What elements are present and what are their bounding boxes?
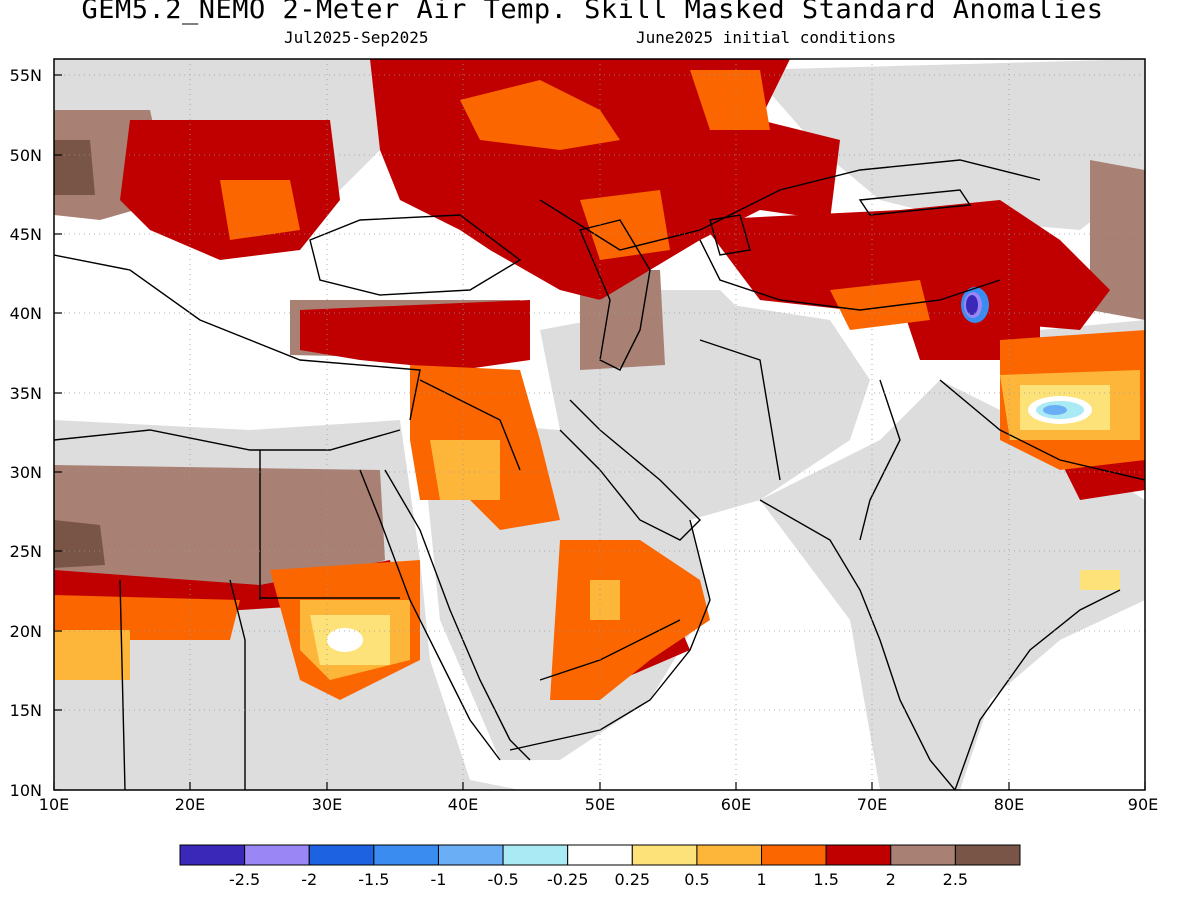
lon-tick-marks — [53, 782, 1146, 790]
lon-label: 90E — [1128, 795, 1158, 814]
border-kazakhstan-south — [699, 239, 1001, 311]
anomaly-1to1.5-balkans — [220, 180, 300, 240]
anomaly-0.5to1-westafrica — [54, 630, 130, 680]
colorbar-swatch — [502, 844, 569, 866]
anomaly-1.5to2-turkey — [300, 300, 530, 370]
anomaly-1.5to2-kazakhstan — [700, 200, 1110, 330]
anomaly-above2.5-europe — [54, 140, 95, 195]
colorbar-label: 2 — [886, 870, 896, 889]
colorbar-swatch — [631, 844, 698, 866]
colorbar-swatch — [567, 844, 633, 866]
lat-label: 55N — [10, 66, 42, 85]
colorbar-label: -0.25 — [547, 870, 588, 889]
colorbar-swatch — [437, 844, 504, 866]
map-title: GEM5.2_NEMO 2-Meter Air Temp. Skill Mask… — [81, 0, 1104, 25]
lon-tick-labels: 10E 20E 30E 40E 50E 60E 70E 80E 90E — [39, 795, 1158, 814]
lat-label: 25N — [10, 542, 42, 561]
anomaly-above2.5-sahara — [54, 520, 105, 568]
lat-label: 20N — [10, 622, 42, 641]
persian-gulf-coast — [559, 399, 701, 541]
anomaly-1to1.5-westafrica — [54, 595, 240, 640]
anomaly-0.25to0.5-bangladesh — [1080, 570, 1120, 590]
lon-label: 40E — [448, 795, 478, 814]
border-niger-chad — [119, 579, 126, 790]
india-west-coast — [759, 499, 956, 790]
colorbar-swatch — [825, 844, 892, 866]
border-iran-afghanistan — [699, 339, 781, 481]
anomaly-negative-areas — [961, 287, 1084, 419]
lon-label: 70E — [857, 795, 887, 814]
lon-label: 50E — [585, 795, 615, 814]
lat-label: 15N — [10, 701, 42, 720]
red-sea-coast-east — [384, 469, 531, 761]
colorbar-swatch — [761, 844, 827, 866]
anomaly-neutral-sudan — [327, 628, 363, 652]
red-sea-coast-west — [359, 469, 501, 761]
colorbar-swatch — [244, 844, 310, 866]
colorbar-swatch — [954, 844, 1021, 866]
lat-tick-marks — [54, 74, 62, 791]
map-plot-area — [54, 59, 1145, 790]
anomaly-0.5to1-arabia — [430, 440, 500, 500]
colorbar-label: 1.5 — [813, 870, 838, 889]
border-pakistan-india — [859, 379, 901, 541]
anomaly-1to1.5-russia — [460, 80, 620, 150]
anomaly-2to2.5-mongolia — [1090, 160, 1145, 320]
lat-label: 10N — [10, 781, 42, 800]
lat-tick-labels: 10N 15N 20N 25N 30N 35N 40N 45N 50N 55N — [10, 66, 42, 800]
colorbar-swatch — [308, 844, 375, 866]
gridlines — [54, 59, 1145, 790]
coastlines-and-borders — [54, 159, 1145, 790]
mediterranean-coast-north — [54, 254, 421, 421]
lat-label: 40N — [10, 304, 42, 323]
lon-label: 80E — [994, 795, 1024, 814]
colorbar-label: 0.5 — [684, 870, 709, 889]
lon-label: 10E — [39, 795, 69, 814]
colorbar-label: 2.5 — [943, 870, 968, 889]
colorbar-label: -0.5 — [487, 870, 518, 889]
mediterranean-coast-south — [54, 429, 401, 451]
colorbar-label: -1 — [430, 870, 446, 889]
colorbar-legend — [179, 844, 1021, 866]
anomaly-1to1.5-volga — [690, 70, 770, 130]
lon-label: 60E — [721, 795, 751, 814]
colorbar-swatch — [696, 844, 763, 866]
border-chad-sudan — [229, 579, 246, 790]
border-russia-kazakhstan — [539, 159, 1041, 251]
lat-label: 50N — [10, 146, 42, 165]
india-east-coast — [954, 589, 1121, 790]
anomaly-below-minus2.5-kyrgyz — [966, 295, 978, 315]
masked-region-central-asia — [750, 59, 1145, 230]
lat-label: 45N — [10, 225, 42, 244]
anomaly-0.5to1-saudi — [590, 580, 620, 620]
colorbar-label: 0.25 — [614, 870, 650, 889]
colorbar-labels: -2.5 -2 -1.5 -1 -0.5 -0.25 0.25 0.5 1 1.5 2 2.5 — [229, 870, 968, 889]
aral-sea-coast — [709, 214, 751, 256]
lat-label: 35N — [10, 384, 42, 403]
initial-conditions: June2025 initial conditions — [636, 28, 897, 47]
lon-label: 20E — [175, 795, 205, 814]
border-india-nepal-china — [939, 379, 1145, 481]
colorbar-label: 1 — [756, 870, 766, 889]
colorbar-swatch — [373, 844, 439, 866]
anomaly-minus1to0.5-tibet — [1043, 405, 1067, 415]
colorbar-label: -1.5 — [358, 870, 389, 889]
lat-label: 30N — [10, 463, 42, 482]
lon-label: 30E — [312, 795, 342, 814]
colorbar-label: -2 — [301, 870, 317, 889]
forecast-period: Jul2025-Sep2025 — [284, 28, 429, 47]
caspian-sea-coast — [579, 219, 651, 371]
anomaly-2to2.5-sahara — [54, 465, 385, 600]
colorbar-swatch — [179, 844, 246, 866]
colorbar-label: -2.5 — [229, 870, 260, 889]
lake-balkhash — [858, 189, 972, 216]
black-sea-coast — [309, 214, 522, 296]
anomaly-1to1.5-central-asia — [830, 280, 930, 330]
masked-region-india — [760, 380, 1145, 790]
colorbar-swatch — [890, 844, 956, 866]
border-iraq-syria — [419, 379, 521, 471]
